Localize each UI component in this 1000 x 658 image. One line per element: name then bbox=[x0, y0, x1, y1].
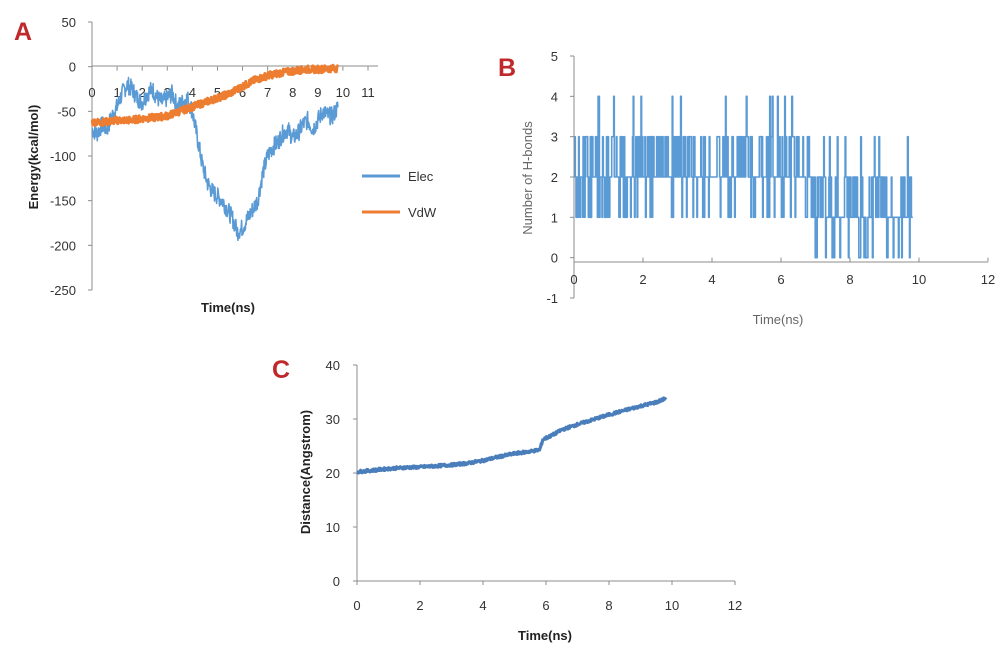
y-tick-label: 10 bbox=[326, 520, 340, 535]
y-ticks-b: 5 4 3 2 1 0 -1 bbox=[546, 49, 574, 306]
panel-letter-b: B bbox=[498, 54, 516, 82]
x-tick-label: 0 bbox=[88, 85, 95, 100]
y-axis-title-b: Number of H-bonds bbox=[520, 121, 535, 235]
x-tick-label: 6 bbox=[542, 598, 549, 613]
x-tick-label: 6 bbox=[777, 272, 784, 287]
y-axis-title-a: Energy(kcal/mol) bbox=[26, 105, 41, 210]
panel-a: A 500-50-100-150-200-250 0 1 2 3 4 5 6 7 8 9 10 11 … bbox=[14, 15, 437, 315]
y-tick-label: 1 bbox=[551, 210, 558, 225]
y-tick-label: -1 bbox=[546, 291, 558, 306]
x-tick-label: 10 bbox=[912, 272, 926, 287]
panel-letter-a: A bbox=[14, 18, 32, 46]
series-line-a-0 bbox=[91, 76, 339, 242]
y-tick-label: 20 bbox=[326, 466, 340, 481]
legend-a: Elec VdW bbox=[362, 169, 437, 220]
y-ticks-a: 50 0 -50 -100 -150 -200 -250 bbox=[50, 15, 92, 298]
x-tick-label: 8 bbox=[605, 598, 612, 613]
series-layer-a bbox=[90, 63, 339, 242]
x-axis-title-a: Time(ns) bbox=[201, 300, 255, 315]
x-tick-label: 8 bbox=[289, 85, 296, 100]
x-tick-label: 2 bbox=[416, 598, 423, 613]
panel-letter-c: C bbox=[272, 356, 290, 384]
x-tick-label: 5 bbox=[214, 85, 221, 100]
y-tick-label: 0 bbox=[551, 251, 558, 266]
panel-c: C 40 30 20 10 0 0 2 4 6 8 10 12 Time(ns) Distance(… bbox=[272, 356, 742, 643]
x-tick-label: 12 bbox=[728, 598, 742, 613]
y-tick-label: -50 bbox=[57, 104, 76, 119]
x-ticks-a: 0 1 2 3 4 5 6 7 8 9 10 11 bbox=[88, 66, 375, 100]
x-tick-label: 7 bbox=[264, 85, 271, 100]
y-tick-label: 30 bbox=[326, 412, 340, 427]
x-tick-label: 6 bbox=[239, 85, 246, 100]
y-tick-label: -150 bbox=[50, 194, 76, 209]
x-axis-title-b: Time(ns) bbox=[753, 312, 804, 327]
legend-label-elec: Elec bbox=[408, 169, 434, 184]
x-tick-label: 4 bbox=[708, 272, 715, 287]
y-tick-label: 0 bbox=[333, 574, 340, 589]
x-tick-label: 1 bbox=[113, 85, 120, 100]
series-layer-b bbox=[573, 95, 913, 259]
x-tick-label: 10 bbox=[665, 598, 679, 613]
y-tick-label: -200 bbox=[50, 238, 76, 253]
x-tick-label: 4 bbox=[189, 85, 196, 100]
y-tick-label: -250 bbox=[50, 283, 76, 298]
x-tick-label: 11 bbox=[361, 85, 375, 100]
x-tick-label: 10 bbox=[336, 85, 350, 100]
y-tick-label: 3 bbox=[551, 130, 558, 145]
series-line-c-0 bbox=[355, 396, 668, 475]
y-ticks-c: 40 30 20 10 0 bbox=[326, 358, 357, 589]
x-tick-label: 4 bbox=[479, 598, 486, 613]
x-tick-label: 0 bbox=[353, 598, 360, 613]
x-tick-label: 0 bbox=[570, 272, 577, 287]
x-ticks-c: 0 2 4 6 8 10 12 bbox=[353, 581, 742, 613]
x-ticks-b: 0 2 4 6 8 10 12 bbox=[570, 257, 995, 287]
series-layer-c bbox=[355, 396, 668, 475]
y-tick-label: 40 bbox=[326, 358, 340, 373]
x-axis-title-c: Time(ns) bbox=[518, 628, 572, 643]
legend-label-vdw: VdW bbox=[408, 205, 437, 220]
y-tick-label: 5 bbox=[551, 49, 558, 64]
x-tick-label: 9 bbox=[314, 85, 321, 100]
x-tick-label: 12 bbox=[981, 272, 995, 287]
y-tick-label: 4 bbox=[551, 89, 558, 104]
x-tick-label: 2 bbox=[139, 85, 146, 100]
x-tick-label: 2 bbox=[639, 272, 646, 287]
y-tick-label: 0 bbox=[69, 60, 76, 75]
y-tick-label: 50 bbox=[62, 15, 76, 30]
x-tick-label: 8 bbox=[846, 272, 853, 287]
series-line-a-1 bbox=[90, 63, 339, 128]
series-line-b-0 bbox=[573, 95, 913, 259]
y-tick-label: -100 bbox=[50, 149, 76, 164]
y-axis-title-c: Distance(Angstrom) bbox=[298, 410, 313, 534]
y-tick-label: 2 bbox=[551, 170, 558, 185]
